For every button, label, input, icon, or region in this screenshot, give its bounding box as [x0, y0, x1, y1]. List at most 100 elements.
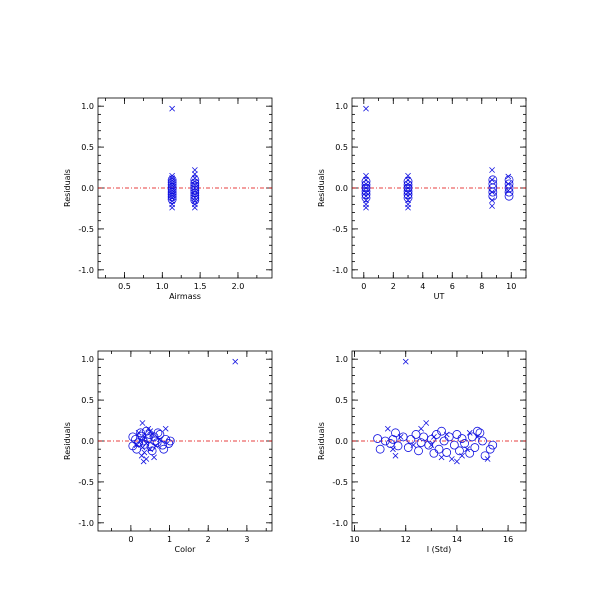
x-axis-label: UT — [434, 292, 445, 301]
data-point-cross — [423, 420, 430, 426]
x-tick-label: 4 — [420, 282, 425, 291]
y-tick-label: 1.0 — [81, 102, 94, 111]
y-axis-label: Residuals — [317, 422, 326, 460]
data-point-circle — [403, 193, 413, 203]
data-point-circle — [488, 187, 498, 197]
data-point-circle — [167, 182, 177, 192]
data-point-cross — [384, 425, 391, 432]
data-point-cross — [405, 204, 411, 211]
data-point-cross — [191, 204, 198, 211]
data-point-circle — [190, 188, 200, 198]
data-point-circle — [442, 448, 452, 457]
y-tick-label: 0.0 — [81, 184, 94, 193]
data-point-circle — [398, 432, 408, 442]
residuals-panel-4: -1.0 -0.5 0.0 0.5 1.0 10 12 14 16 I (Std) Residual… — [317, 350, 527, 554]
data-point-circle — [128, 432, 138, 442]
y-tick-label: -0.5 — [78, 225, 94, 234]
x-tick-label: 10 — [506, 282, 516, 291]
data-point-circle — [167, 185, 177, 195]
data-point-circle — [403, 443, 413, 452]
data-point-circle — [361, 177, 371, 186]
data-point-circle — [403, 180, 413, 190]
y-tick-label: -0.5 — [78, 478, 94, 487]
data-point-circle — [147, 446, 157, 456]
data-point-circle — [138, 436, 148, 446]
y-tick-label: 1.0 — [335, 102, 348, 111]
data-point-circle — [167, 180, 177, 190]
data-point-circle — [167, 187, 177, 197]
data-point-cross — [438, 454, 445, 461]
x-tick-label: 12 — [401, 535, 411, 544]
data-point-circle — [403, 190, 413, 199]
y-tick-label: 0.5 — [81, 396, 94, 405]
x-tick-label: 1 — [167, 535, 172, 544]
data-point-cross — [402, 358, 409, 365]
data-point-cross — [232, 358, 239, 365]
data-point-circle — [434, 444, 444, 454]
data-point-cross — [151, 454, 157, 461]
data-point-circle — [504, 187, 514, 197]
data-point-circle — [158, 440, 167, 450]
data-point-cross — [169, 105, 176, 112]
data-point-cross — [448, 456, 455, 462]
data-point-cross — [140, 458, 147, 465]
data-point-circle — [165, 436, 175, 446]
data-point-cross — [489, 203, 495, 209]
y-tick-label: 0.5 — [335, 396, 348, 405]
data-point-cross — [418, 425, 424, 432]
data-point-circle — [190, 195, 200, 205]
y-tick-label: 0.5 — [81, 143, 94, 152]
data-point-circle — [460, 439, 469, 448]
data-point-circle — [465, 448, 475, 458]
data-point-cross — [405, 185, 411, 191]
data-point-circle — [155, 430, 165, 439]
x-tick-label: 2 — [391, 282, 396, 291]
data-point-circle — [164, 439, 174, 448]
data-point-circle — [467, 432, 477, 442]
data-point-circle — [190, 186, 200, 195]
x-tick-label: 0 — [128, 535, 133, 544]
data-point-circle — [480, 451, 490, 461]
data-point-circle — [388, 434, 398, 444]
data-point-cross — [466, 429, 473, 436]
data-point-circle — [403, 183, 413, 193]
data-point-cross — [162, 425, 169, 432]
x-tick-label: 2 — [206, 535, 211, 544]
data-point-circle — [391, 428, 400, 438]
x-axis-label: Color — [175, 545, 197, 554]
y-tick-label: 0.0 — [335, 437, 348, 446]
data-point-circle — [504, 191, 514, 201]
data-point-cross — [139, 420, 146, 426]
residuals-panel-1: -1.0 -0.5 0.0 0.5 1.0 0.5 1.0 1.5 2.0 Airmass Resi… — [63, 97, 273, 301]
y-tick-label: 0.0 — [335, 184, 348, 193]
data-point-circle — [478, 436, 487, 446]
data-point-circle — [145, 430, 154, 439]
residuals-panel-2: -1.0 -0.5 0.0 0.5 1.0 0 2 4 6 8 10 UT Residuals — [317, 97, 527, 301]
data-point-circle — [414, 446, 423, 456]
y-tick-label: -1.0 — [332, 266, 348, 275]
data-point-cross — [363, 204, 369, 211]
data-point-circle — [152, 438, 162, 448]
y-tick-label: 0.0 — [81, 437, 94, 446]
data-point-circle — [393, 441, 403, 451]
data-point-cross — [363, 105, 369, 112]
data-point-cross — [141, 449, 148, 456]
data-point-circle — [150, 436, 160, 446]
data-point-circle — [190, 193, 200, 203]
data-point-cross — [138, 452, 145, 459]
y-tick-label: -0.5 — [332, 478, 348, 487]
data-point-circle — [167, 175, 177, 185]
data-point-circle — [167, 192, 177, 202]
data-point-circle — [449, 440, 459, 450]
data-point-circle — [432, 430, 441, 439]
data-point-circle — [426, 434, 436, 444]
data-point-circle — [375, 444, 385, 454]
data-point-cross — [505, 173, 512, 180]
data-point-cross — [392, 452, 399, 459]
x-tick-label: 3 — [244, 535, 249, 544]
x-tick-label: 10 — [349, 535, 359, 544]
residuals-panel-3: -1.0 -0.5 0.0 0.5 1.0 0 1 2 3 Color Residuals — [63, 350, 273, 554]
data-point-circle — [190, 183, 200, 193]
y-tick-label: 1.0 — [81, 355, 94, 364]
